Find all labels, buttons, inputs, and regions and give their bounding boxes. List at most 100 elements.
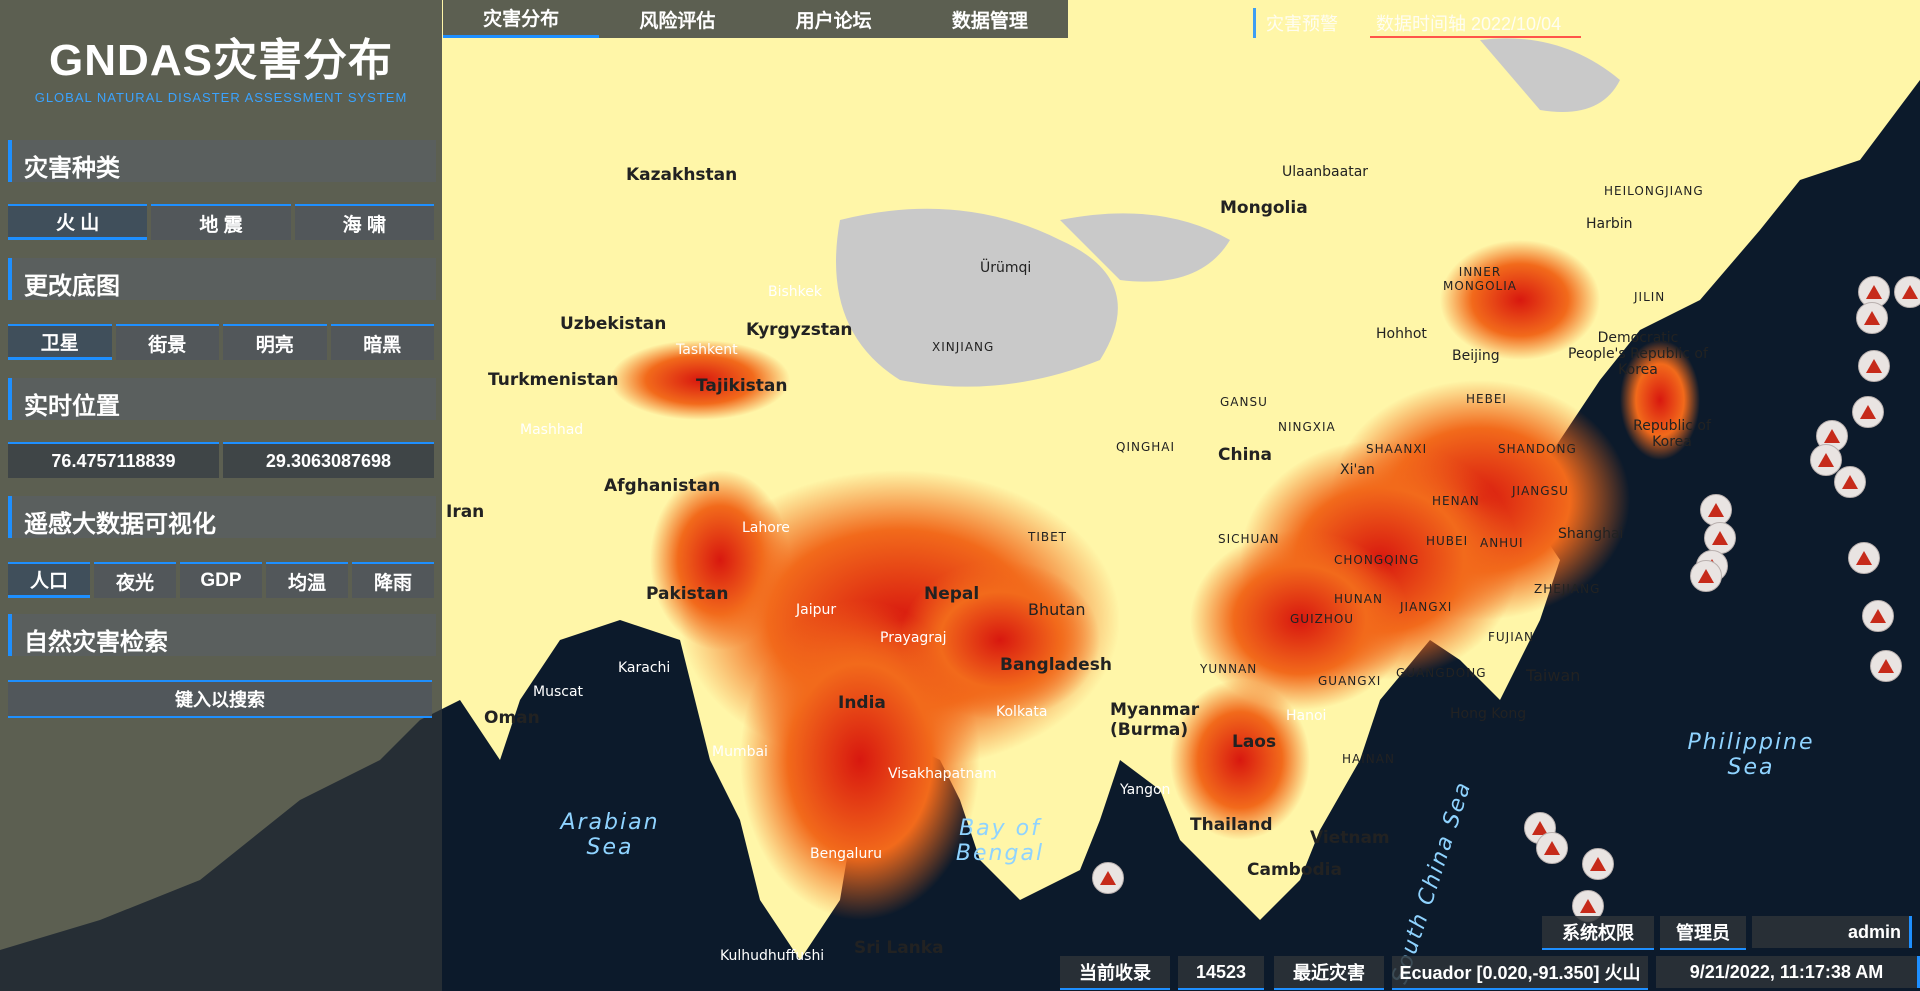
region-label: XINJIANG [932,340,995,354]
username[interactable]: admin [1752,916,1912,948]
region-label: GUANGXI [1318,674,1382,688]
volcano-marker-icon[interactable] [1536,832,1568,864]
volcano-marker-icon[interactable] [1856,302,1888,334]
basemap-street-button[interactable]: 街景 [115,324,219,360]
city-label: Lahore [742,520,790,536]
coordinate-display: 76.4757118839 29.3063087698 [8,442,434,478]
earthquake-button[interactable]: 地 震 [151,204,291,240]
region-label: SICHUAN [1218,532,1280,546]
volcano-marker-icon[interactable] [1092,862,1124,894]
city-label: Ürümqi [980,260,1032,276]
region-label: GUANGDONG [1396,666,1487,680]
map-label: Myanmar (Burma) [1110,700,1200,740]
layer-temperature-button[interactable]: 均温 [266,562,348,598]
map-label: Thailand [1190,815,1273,835]
map-label: Mongolia [1220,198,1308,218]
city-label: Visakhapatnam [888,766,997,782]
map-label: Afghanistan [604,476,721,496]
section-title: 遥感大数据可视化 [24,511,216,538]
volcano-marker-icon[interactable] [1834,466,1866,498]
map-label: Vietnam [1310,828,1390,848]
app-title: GNDAS灾害分布 [49,36,393,85]
record-count-label: 当前收录 [1060,956,1170,990]
map-label: Democratic People's Republic of Korea [1568,330,1708,378]
city-label: Beijing [1452,348,1500,364]
map-label: Cambodia [1247,860,1342,880]
region-label: FUJIAN [1488,630,1534,644]
region-label: JIANGSU [1512,484,1569,498]
volcano-marker-icon[interactable] [1870,650,1902,682]
user-role: 管理员 [1660,916,1746,950]
city-label: Yangon [1120,782,1171,798]
tsunami-button[interactable]: 海 啸 [294,204,434,240]
region-label: SHANDONG [1498,442,1577,456]
sea-label: Arabian Sea [560,810,660,860]
longitude-value: 76.4757118839 [8,442,219,478]
search-input[interactable]: 键入以搜索 [8,680,432,718]
system-permission-label: 系统权限 [1542,916,1654,950]
layer-gdp-button[interactable]: GDP [180,562,262,598]
layer-rainfall-button[interactable]: 降雨 [352,562,434,598]
city-label: Prayagraj [880,630,947,646]
top-right-tabs: 灾害预警 数据时间轴 2022/10/04 [1253,8,1582,38]
map-label: Taiwan [1526,666,1581,685]
volcano-marker-icon[interactable] [1862,600,1894,632]
tab-risk-assessment[interactable]: 风险评估 [639,10,716,32]
basemap-buttons: 卫星 街景 明亮 暗黑 [8,324,434,360]
section-title: 灾害种类 [24,155,120,182]
region-label: JILIN [1634,290,1666,304]
tab-disaster-distribution[interactable]: 灾害分布 [443,0,600,38]
tab-data-management[interactable]: 数据管理 [951,10,1028,32]
region-label: ANHUI [1480,536,1524,550]
city-label: Mashhad [520,422,584,438]
basemap-dark-button[interactable]: 暗黑 [330,324,434,360]
current-datetime: 9/21/2022, 11:17:38 AM [1656,956,1920,988]
city-label: Kulhudhuffushi [720,948,825,964]
volcano-marker-icon[interactable] [1582,848,1614,880]
map-label: Bhutan [1028,600,1086,619]
tab-data-timeline[interactable]: 数据时间轴 2022/10/04 [1370,8,1582,38]
volcano-marker-icon[interactable] [1810,444,1842,476]
map-label: Uzbekistan [560,314,667,334]
volcano-marker-icon[interactable] [1848,542,1880,574]
region-label: JIANGXI [1400,600,1453,614]
section-title: 更改底图 [24,273,120,300]
map-label: Kyrgyzstan [746,320,853,340]
map-label: Laos [1232,732,1277,752]
map-label: Oman [484,708,540,728]
volcano-marker-icon[interactable] [1852,396,1884,428]
region-label: ZHEJIANG [1534,582,1601,596]
city-label: Hohhot [1376,326,1427,342]
region-label: INNER MONGOLIA [1443,265,1517,293]
recent-disaster-value[interactable]: Ecuador [0.020,-91.350] 火山 [1392,956,1648,990]
volcano-button[interactable]: 火 山 [8,204,148,240]
tab-user-forum[interactable]: 用户论坛 [795,10,872,32]
city-label: Mumbai [712,744,768,760]
latitude-value: 29.3063087698 [223,442,434,478]
region-label: HAINAN [1342,752,1395,766]
city-label: Bengaluru [810,846,882,862]
volcano-marker-icon[interactable] [1858,350,1890,382]
volcano-marker-icon[interactable] [1894,276,1920,308]
city-label: Hanoi [1286,708,1327,724]
map-label: Sri Lanka [854,938,944,958]
city-label: Ulaanbaatar [1282,164,1369,180]
city-label: Muscat [533,684,584,700]
basemap-light-button[interactable]: 明亮 [223,324,327,360]
volcano-marker-icon[interactable] [1704,522,1736,554]
region-label: SHAANXI [1366,442,1428,456]
city-label: Karachi [618,660,671,676]
remote-sensing-buttons: 人口 夜光 GDP 均温 降雨 [8,562,434,598]
region-label: HUNAN [1334,592,1383,606]
layer-population-button[interactable]: 人口 [8,562,90,598]
volcano-marker-icon[interactable] [1690,560,1722,592]
tab-disaster-warning[interactable]: 灾害预警 [1253,8,1344,38]
basemap-satellite-button[interactable]: 卫星 [8,324,112,360]
region-label: GUIZHOU [1290,612,1355,626]
recent-disaster-label: 最近灾害 [1274,956,1384,990]
volcano-marker-icon[interactable] [1700,494,1732,526]
map-label: China [1218,445,1272,465]
region-label: HEBEI [1466,392,1507,406]
layer-nightlight-button[interactable]: 夜光 [94,562,176,598]
